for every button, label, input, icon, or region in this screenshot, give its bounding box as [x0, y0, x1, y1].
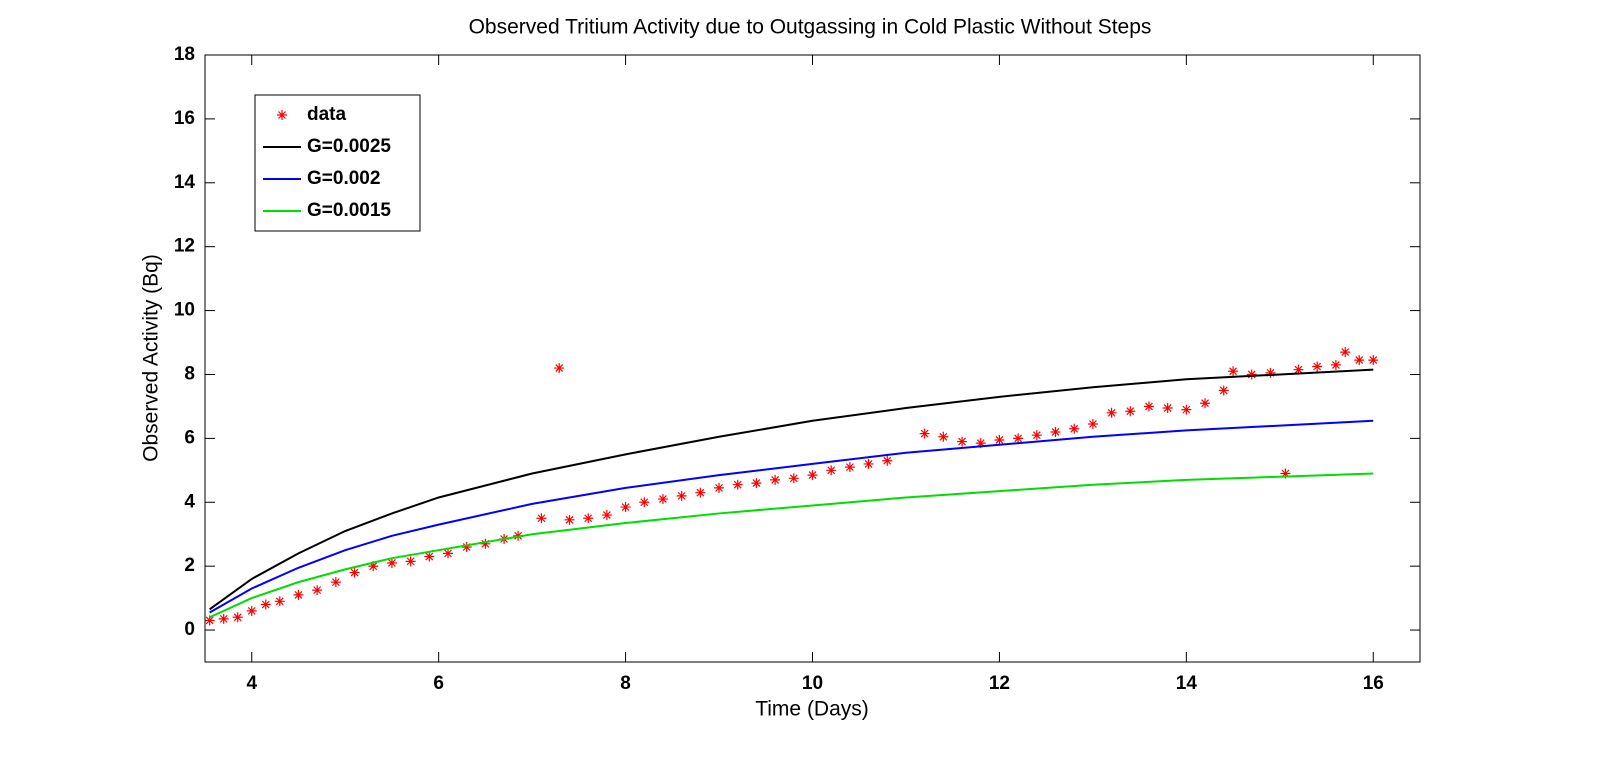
legend-label: G=0.002 [307, 168, 380, 189]
x-tick-label: 12 [989, 673, 1010, 694]
x-axis-label: Time (Days) [755, 698, 869, 721]
data-point [1069, 423, 1080, 434]
data-point [1293, 364, 1304, 375]
data-point [788, 473, 799, 484]
data-point [293, 589, 304, 600]
data-point [1181, 404, 1192, 415]
data-point [938, 431, 949, 442]
data-point [957, 436, 968, 447]
data-point [1106, 407, 1117, 418]
y-tick-label: 2 [184, 555, 195, 576]
data-point [601, 510, 612, 521]
data-point [536, 513, 547, 524]
data-point [564, 514, 575, 525]
data-point [312, 585, 323, 596]
data-point [1162, 403, 1173, 414]
legend-label: G=0.0025 [307, 136, 391, 157]
y-tick-label: 4 [184, 491, 195, 512]
data-point [975, 438, 986, 449]
data-point [405, 556, 416, 567]
data-point [443, 548, 453, 559]
data-point [639, 497, 650, 508]
series-line [209, 419, 1374, 614]
y-axis-label: Observed Activity (Bq) [140, 254, 163, 462]
data-point [1228, 366, 1239, 377]
plot-frame [204, 54, 1421, 663]
data-point [807, 470, 818, 481]
data-point [461, 541, 472, 552]
data-point [1218, 385, 1229, 396]
chart-title: Observed Tritium Activity due to Outgass… [469, 16, 1152, 39]
data-point [1280, 468, 1291, 479]
x-tick-label: 6 [433, 673, 444, 694]
y-tick-label: 16 [174, 108, 195, 129]
data-point [844, 462, 855, 473]
y-tick-label: 6 [184, 427, 195, 448]
data-point [424, 551, 435, 562]
x-tick-label: 4 [246, 673, 257, 694]
data-point [204, 615, 215, 626]
data-point [1265, 367, 1276, 378]
series-line [209, 368, 1374, 611]
series-line [209, 472, 1374, 619]
data-point [480, 538, 491, 549]
data-point [1013, 433, 1024, 444]
x-tick-label: 14 [1176, 673, 1198, 694]
data-point [1087, 418, 1098, 429]
data-point [994, 434, 1005, 445]
y-tick-label: 8 [184, 363, 195, 384]
data-point [1340, 347, 1351, 358]
data-point [620, 502, 631, 513]
legend-marker [277, 110, 287, 120]
data-point [386, 557, 397, 568]
data-point [863, 458, 874, 469]
data-point [676, 490, 687, 501]
data-point [583, 513, 594, 524]
legend-label: data [307, 104, 347, 125]
data-point [770, 474, 781, 485]
data-point [1354, 355, 1365, 366]
data-point [330, 577, 341, 588]
data-point [919, 428, 930, 439]
x-tick-label: 16 [1363, 673, 1384, 694]
data-point [368, 561, 379, 572]
data-point [1246, 369, 1257, 380]
data-point [1031, 430, 1042, 441]
x-tick-label: 8 [620, 673, 631, 694]
data-point [554, 363, 565, 374]
data-point [1312, 361, 1323, 372]
x-tick-label: 10 [802, 673, 823, 694]
data-point [1125, 406, 1136, 417]
legend: data G=0.0025 G=0.002 G=0.0015 [254, 94, 421, 232]
y-tick-label: 12 [174, 236, 195, 257]
data-point [882, 455, 893, 466]
data-point [714, 482, 725, 493]
y-tick-label: 18 [174, 44, 195, 65]
data-point [1143, 401, 1154, 412]
data-point [1050, 426, 1061, 437]
data-point [1200, 398, 1211, 409]
data-point [260, 599, 271, 610]
data-point [246, 605, 257, 616]
data-point [695, 487, 706, 498]
data-point [274, 596, 285, 607]
y-tick-label: 0 [184, 619, 195, 640]
data-point [1368, 355, 1379, 366]
data-point [218, 613, 229, 624]
data-point [657, 494, 668, 505]
data-point [732, 479, 743, 490]
data-point [1330, 359, 1341, 370]
y-tick-label: 10 [174, 300, 195, 321]
data-point [232, 612, 243, 623]
data-point [349, 567, 360, 578]
data-point [751, 478, 762, 489]
y-tick-label: 14 [174, 172, 196, 193]
legend-label: G=0.0015 [307, 200, 391, 221]
data-point [826, 465, 837, 476]
